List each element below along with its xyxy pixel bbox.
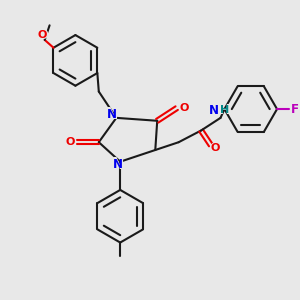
Text: O: O <box>180 103 189 113</box>
Text: N: N <box>113 158 123 171</box>
Text: O: O <box>36 28 48 42</box>
Text: O: O <box>64 135 76 149</box>
Text: F: F <box>290 102 300 117</box>
Text: O: O <box>211 143 220 153</box>
Text: O: O <box>210 141 222 155</box>
Text: N: N <box>112 157 124 172</box>
Text: F: F <box>291 103 298 116</box>
Text: O: O <box>178 101 190 115</box>
Text: N: N <box>209 103 219 117</box>
Text: N: N <box>105 107 118 122</box>
Text: N: N <box>106 108 116 122</box>
Text: O: O <box>66 137 75 147</box>
Text: O: O <box>37 30 46 40</box>
Text: N: N <box>208 103 220 118</box>
Text: H: H <box>219 103 230 117</box>
Text: H: H <box>220 105 229 115</box>
